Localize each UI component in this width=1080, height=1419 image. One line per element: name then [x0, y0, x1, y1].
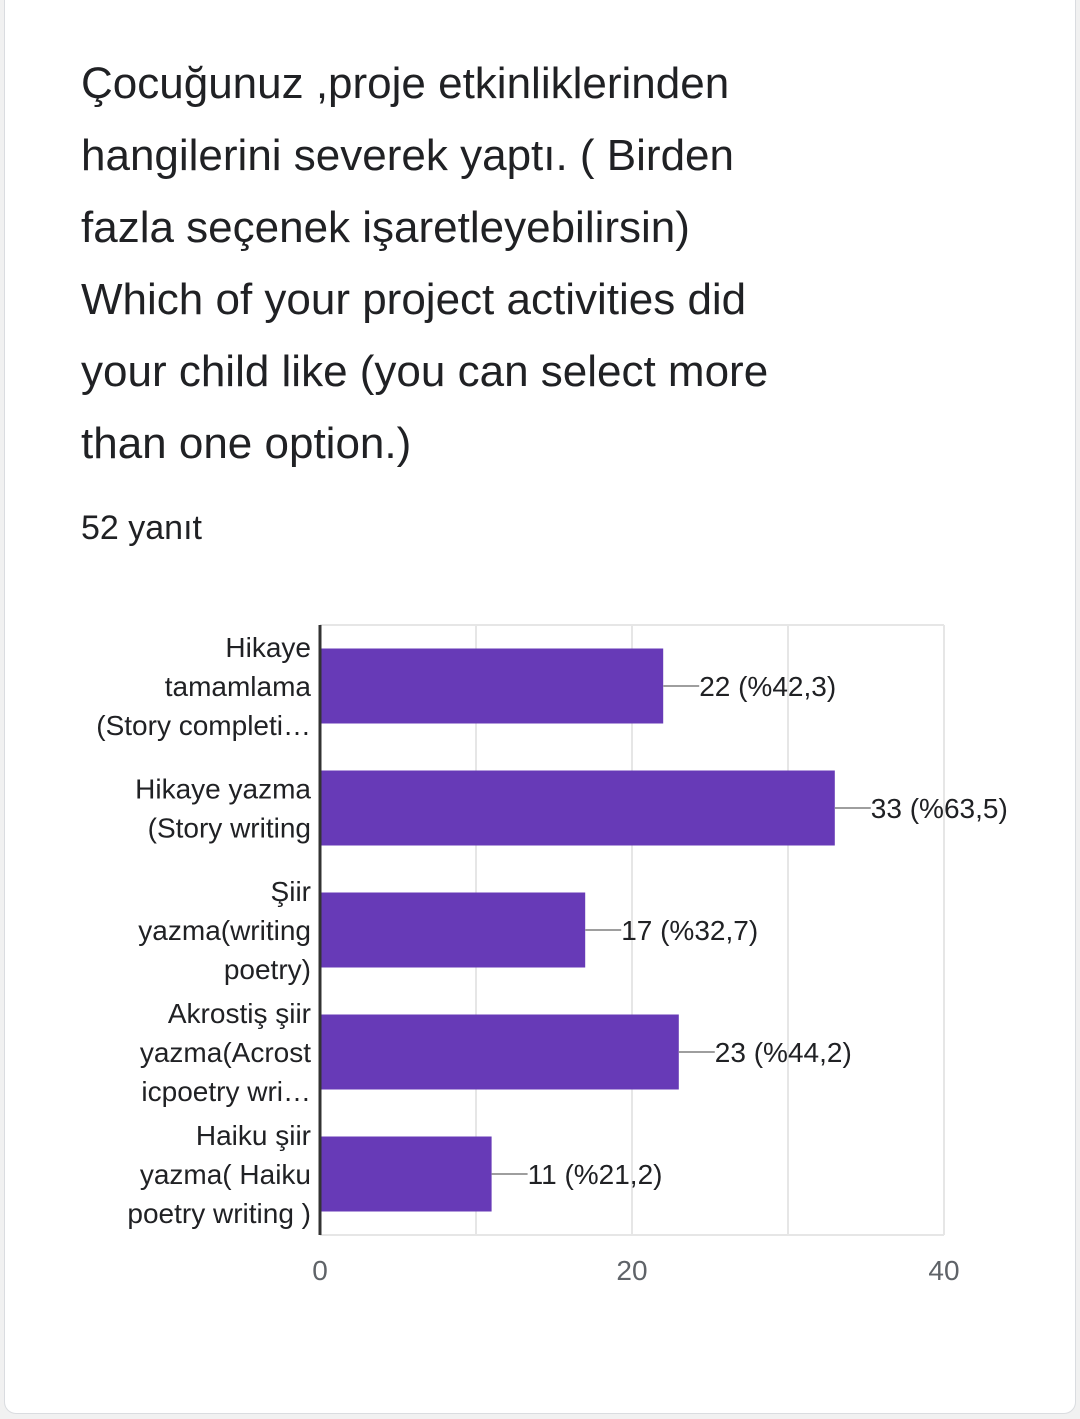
question-title: Çocuğunuz ,proje etkinliklerinden hangil…: [81, 48, 981, 480]
x-tick-label: 0: [312, 1255, 328, 1286]
question-line: fazla seçenek işaretleyebilirsin): [81, 203, 690, 252]
category-label-line: yazma(writing: [138, 915, 311, 946]
value-label: 33 (%63,5): [871, 793, 1008, 824]
response-card: Çocuğunuz ,proje etkinliklerinden hangil…: [4, 0, 1076, 1414]
category-label: Şiir yazma(writing poetry): [138, 876, 311, 985]
category-label: Hikaye tamamlama (Story completi…: [96, 632, 311, 741]
bar: [320, 770, 835, 846]
question-line: your child like (you can select more: [81, 347, 769, 396]
bar: [320, 1014, 679, 1090]
category-label-line: (Story writing: [148, 813, 311, 844]
category-label-line: tamamlama: [165, 671, 312, 702]
category-label: Akrostiş şiir yazma(Acrost icpoetry wri…: [140, 998, 311, 1107]
category-label-line: Hikaye: [225, 632, 311, 663]
question-line: than one option.): [81, 419, 412, 468]
category-label: Hikaye yazma (Story writing: [135, 774, 311, 844]
category-label: Haiku şiir yazma( Haiku poetry writing ): [127, 1120, 311, 1229]
category-label-line: icpoetry wri…: [141, 1076, 311, 1107]
category-label-line: Haiku şiir: [196, 1120, 311, 1151]
bar: [320, 892, 586, 968]
category-label-line: Hikaye yazma: [135, 774, 311, 805]
value-label: 23 (%44,2): [715, 1037, 852, 1068]
category-label-line: Şiir: [271, 876, 311, 907]
category-label-line: Akrostiş şiir: [168, 998, 311, 1029]
category-label-line: poetry): [224, 954, 311, 985]
question-line: hangilerini severek yaptı. ( Birden: [81, 131, 734, 180]
value-label: 11 (%21,2): [528, 1159, 663, 1190]
bar: [320, 648, 664, 724]
category-label-line: yazma(Acrost: [140, 1037, 311, 1068]
response-count: 52 yanıt: [81, 509, 202, 547]
category-label-line: yazma( Haiku: [140, 1159, 311, 1190]
bar: [320, 1136, 492, 1212]
value-label: 17 (%32,7): [621, 915, 758, 946]
question-line: Which of your project activities did: [81, 275, 747, 324]
category-label-line: poetry writing ): [127, 1198, 311, 1229]
x-tick-label: 40: [928, 1255, 959, 1286]
x-tick-label: 20: [616, 1255, 647, 1286]
category-label-line: (Story completi…: [96, 710, 311, 741]
value-label: 22 (%42,3): [699, 671, 836, 702]
question-line: Çocuğunuz ,proje etkinliklerinden: [81, 59, 730, 108]
